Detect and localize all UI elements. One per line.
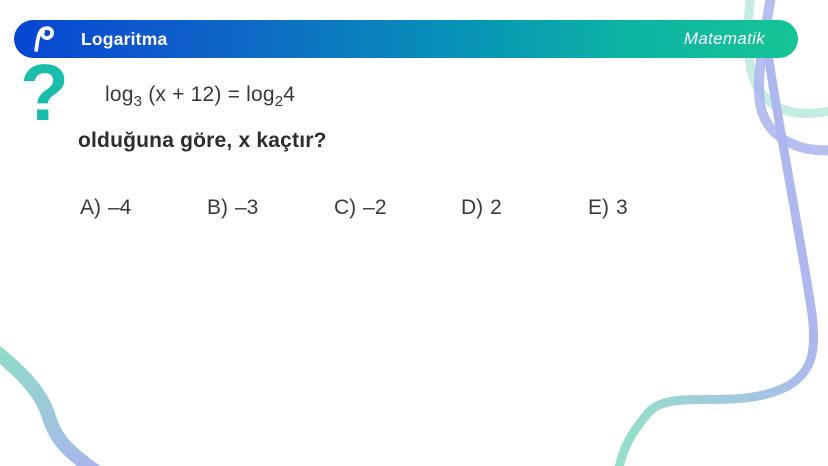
equation-tail: 4 (283, 83, 296, 106)
equation: log3 (x + 12) = log24 (105, 83, 296, 111)
option-e-value: 3 (616, 196, 628, 219)
question-prompt: olduğuna göre, x kaçtır? (78, 129, 327, 152)
option-e-label: E) (588, 196, 609, 219)
options-row: A) –4 B) –3 C) –2 D) 2 E) 3 (80, 196, 628, 220)
equation-sub2: 2 (274, 93, 284, 111)
option-e[interactable]: E) 3 (588, 196, 628, 220)
option-b-value: –3 (235, 196, 259, 219)
option-d-value: 2 (490, 196, 502, 219)
curve-right-descending (614, 49, 819, 466)
option-a-value: –4 (108, 196, 132, 219)
equation-sub1: 3 (133, 93, 143, 111)
option-c-value: –2 (363, 196, 387, 219)
option-d[interactable]: D) 2 (461, 196, 588, 220)
equation-middle: (x + 12) = log (142, 83, 275, 106)
option-a[interactable]: A) –4 (80, 196, 207, 220)
option-c-label: C) (334, 196, 357, 219)
brand-logo-icon (34, 25, 54, 52)
curve-bottom-left (0, 345, 101, 466)
topic-title: Logaritma (81, 28, 168, 49)
option-d-label: D) (461, 196, 484, 219)
subject-label: Matematik (683, 29, 765, 48)
question-mark-icon: ? (20, 48, 69, 137)
option-b-label: B) (207, 196, 228, 219)
option-b[interactable]: B) –3 (207, 196, 334, 220)
header-bar: Logaritma Matematik (14, 20, 798, 58)
option-c[interactable]: C) –2 (334, 196, 461, 220)
option-a-label: A) (80, 196, 101, 219)
equation-log1: log (105, 83, 134, 106)
